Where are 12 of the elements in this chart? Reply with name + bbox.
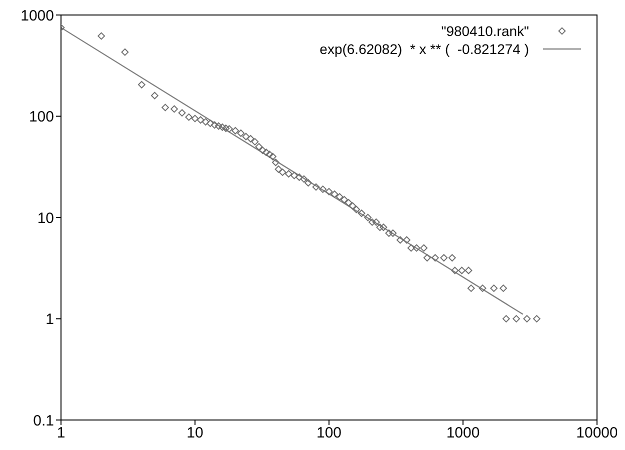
y-tick-label: 0.1 bbox=[33, 412, 54, 430]
legend-label: exp(6.62082) * x ** ( -0.821274 ) bbox=[320, 41, 529, 57]
legend-label: "980410.rank" bbox=[441, 23, 529, 39]
x-tick-label: 1 bbox=[56, 424, 66, 442]
x-tick-label: 1000 bbox=[446, 424, 480, 442]
y-tick-label: 1000 bbox=[20, 7, 54, 24]
x-tick-label: 100 bbox=[316, 424, 342, 442]
x-tick-label: 10 bbox=[186, 424, 204, 442]
y-tick-label: 10 bbox=[37, 210, 54, 227]
y-tick-label: 100 bbox=[28, 108, 54, 126]
x-tick-label: 10000 bbox=[576, 424, 618, 442]
y-tick-label: 1 bbox=[46, 311, 54, 328]
